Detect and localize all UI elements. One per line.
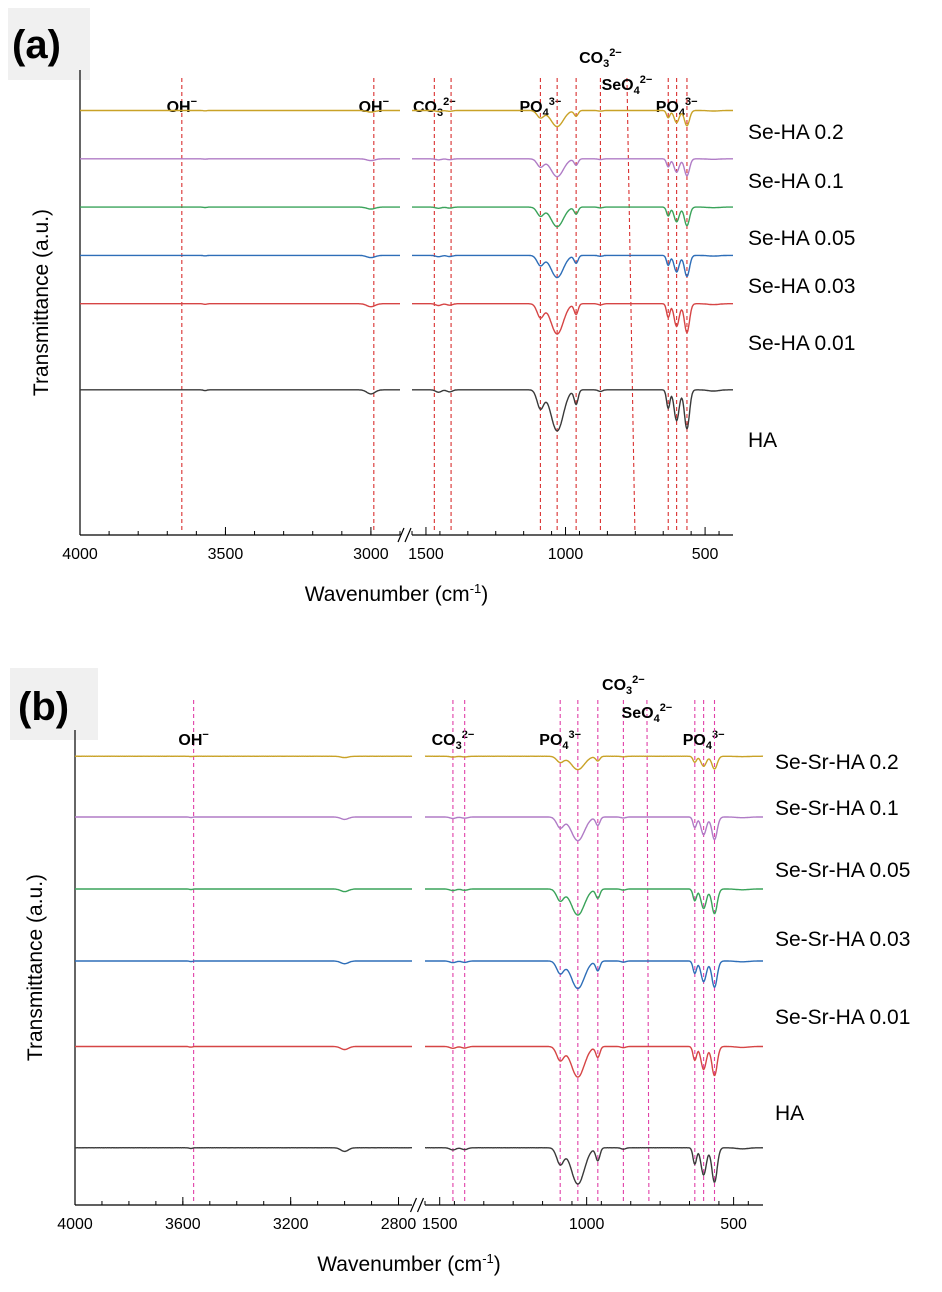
series-label: Se-Sr-HA 0.1 <box>775 797 899 820</box>
x-tick-label: 1000 <box>548 546 584 563</box>
x-tick-label: 4000 <box>57 1216 93 1233</box>
x-axis-title: Wavenumber (cm-1) <box>317 1251 501 1276</box>
panel-label-background <box>10 668 98 740</box>
x-tick-label: 500 <box>720 1216 747 1233</box>
spectrum-line <box>75 1045 763 1078</box>
series-label: Se-Sr-HA 0.01 <box>775 1006 910 1029</box>
x-tick-label: 3500 <box>208 546 244 563</box>
x-axis-title: Wavenumber (cm-1) <box>305 581 489 606</box>
reference-line <box>626 77 636 534</box>
panel-label: (b) <box>18 685 69 729</box>
x-tick-label: 3000 <box>353 546 389 563</box>
spectrum-line <box>80 206 733 228</box>
band-label: PO43− <box>683 729 725 752</box>
y-axis-title: Transmittance (a.u.) <box>30 209 53 396</box>
x-tick-label: 1500 <box>422 1216 458 1233</box>
series-label: HA <box>775 1102 804 1125</box>
band-label: CO32− <box>432 729 475 752</box>
band-label: OH− <box>167 96 197 116</box>
series-label: Se-HA 0.1 <box>748 170 844 193</box>
spectrum-line <box>75 960 763 990</box>
x-tick-label: 3600 <box>165 1216 201 1233</box>
spectrum-line <box>80 254 733 279</box>
band-label: CO32− <box>579 47 622 70</box>
series-label: Se-Sr-HA 0.2 <box>775 751 899 774</box>
series-label: Se-HA 0.05 <box>748 227 855 250</box>
x-tick-label: 2800 <box>381 1216 417 1233</box>
spectrum-line <box>75 816 763 842</box>
series-label: Se-Sr-HA 0.05 <box>775 859 910 882</box>
y-axis-title: Transmittance (a.u.) <box>24 874 47 1061</box>
x-tick-label: 4000 <box>62 546 98 563</box>
spectrum-line <box>74 755 764 771</box>
band-label: SeO42− <box>602 74 653 97</box>
panel-b: (b) 4000 3600 3200 2800 1500 1000 500 Wavenumber… <box>10 668 910 1276</box>
panel-label: (a) <box>12 23 61 67</box>
spectrum-line <box>75 1146 763 1185</box>
series-label: Se-Sr-HA 0.03 <box>775 928 910 951</box>
x-tick-label: 3200 <box>273 1216 309 1233</box>
band-label: OH− <box>178 729 208 749</box>
spectrum-line <box>80 389 733 432</box>
spectrum-line <box>80 158 733 178</box>
band-label: OH− <box>359 96 389 116</box>
band-label: PO43− <box>539 729 581 752</box>
x-tick-label: 500 <box>692 546 719 563</box>
x-tick-label: 1500 <box>408 546 444 563</box>
panel-label-background <box>8 8 90 80</box>
x-tick-label: 1000 <box>569 1216 605 1233</box>
series-label: Se-HA 0.03 <box>748 275 855 298</box>
band-label: PO43− <box>520 96 562 119</box>
axis-break-mark <box>397 527 412 543</box>
band-label: PO43− <box>656 96 698 119</box>
band-label: SeO42− <box>622 702 673 725</box>
series-label: Se-HA 0.2 <box>748 121 844 144</box>
panel-a: (a) 4000 3500 3000 1500 1000 500 Wavenumber (cm… <box>8 8 855 606</box>
band-label: CO32− <box>413 96 456 119</box>
spectrum-line <box>75 888 763 916</box>
series-label: HA <box>748 429 777 452</box>
spectrum-line <box>80 303 733 335</box>
reference-line <box>646 699 650 1204</box>
spectrum-line <box>80 109 733 128</box>
series-label: Se-HA 0.01 <box>748 332 855 355</box>
axis-break-mark <box>409 1197 425 1213</box>
band-label: CO32− <box>602 674 645 697</box>
